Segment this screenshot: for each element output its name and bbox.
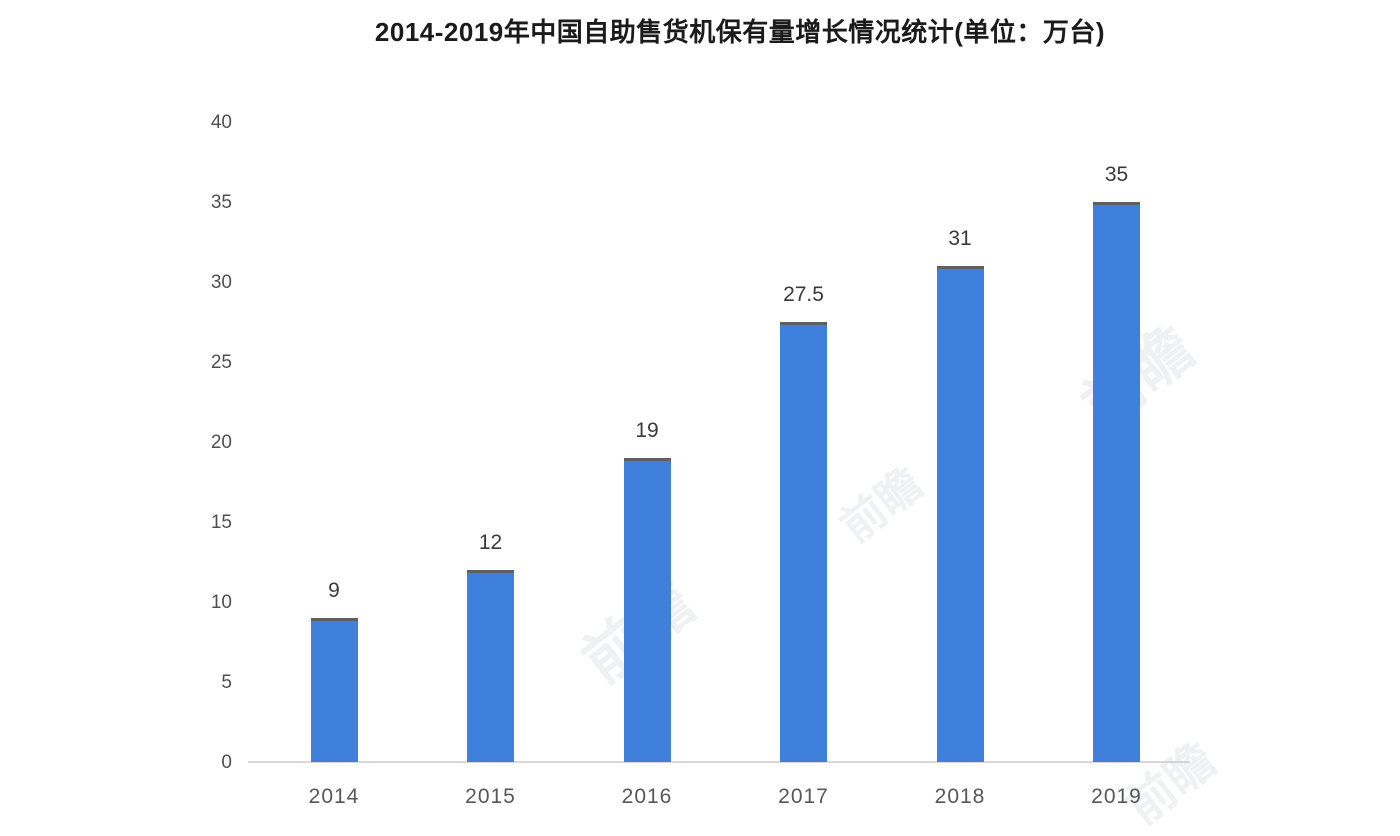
y-tick-label: 15 [210, 512, 232, 533]
bar-2017 [780, 322, 827, 762]
x-tick-label-2019: 2019 [1091, 785, 1142, 808]
y-tick-label: 40 [210, 112, 232, 133]
y-tick-label: 25 [210, 352, 232, 373]
bar-2015 [467, 570, 514, 762]
data-label-2019: 35 [1104, 163, 1129, 186]
data-label-2014: 9 [328, 579, 340, 602]
x-tick-label-2017: 2017 [778, 785, 829, 808]
y-tick-label: 35 [210, 192, 232, 213]
bar-2014 [310, 618, 358, 762]
y-tick-label: 30 [210, 272, 232, 293]
bar-2019 [1093, 202, 1140, 762]
x-tick-label-2016: 2016 [621, 785, 673, 808]
watermark-text: 前瞻 [832, 459, 932, 552]
x-tick-label-2018: 2018 [934, 785, 986, 808]
chart-title: 2014-2019年中国自助售货机保有量增长情况统计(单位：万台) [374, 17, 1106, 47]
y-tick-label: 10 [210, 592, 232, 613]
bar-2018 [936, 266, 984, 762]
x-tick-label-2015: 2015 [465, 785, 516, 808]
y-tick-label: 5 [221, 672, 232, 693]
data-label-2018: 31 [948, 227, 972, 250]
y-tick-label: 0 [221, 752, 232, 773]
bar-2016 [623, 458, 671, 762]
y-tick-label: 20 [210, 432, 232, 453]
data-label-2017: 27.5 [783, 283, 824, 306]
data-label-2015: 12 [478, 531, 503, 554]
x-tick-label-2014: 2014 [308, 785, 360, 808]
data-label-2016: 19 [635, 419, 659, 442]
x-axis-line [248, 761, 1190, 763]
